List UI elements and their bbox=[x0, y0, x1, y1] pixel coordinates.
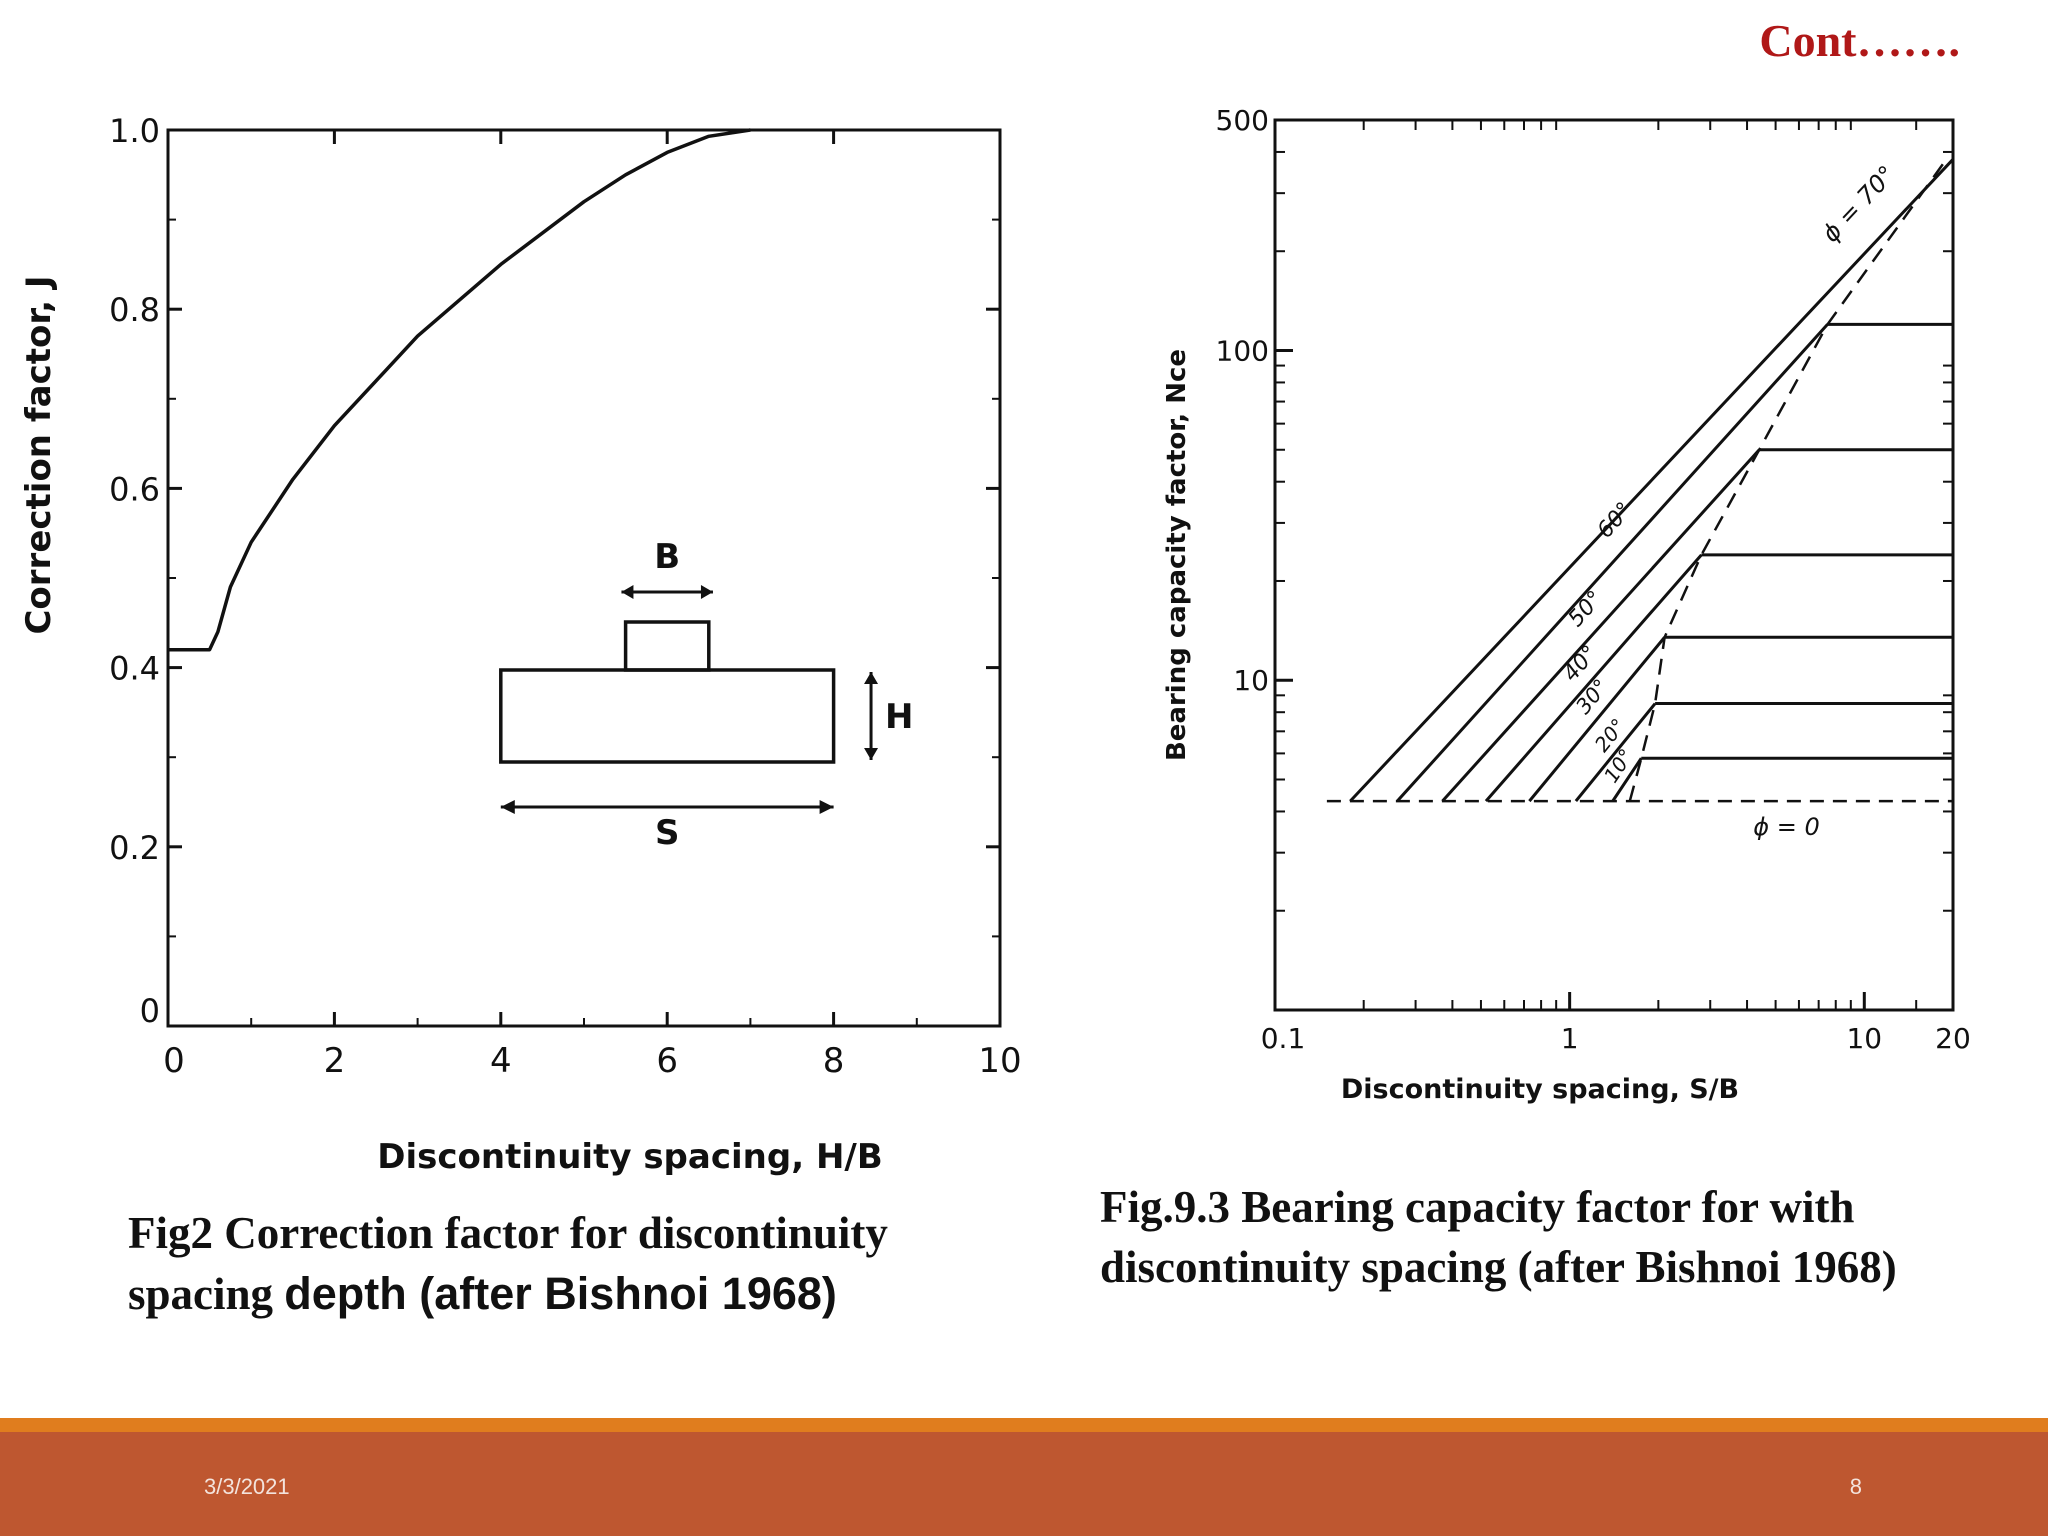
chart2-x-tick-label: 20 bbox=[1935, 1022, 1971, 1055]
fig2-caption-line1: Fig2 Correction factor for discontinuity bbox=[128, 1208, 888, 1258]
fig93-caption: Fig.9.3 Bearing capacity factor for with… bbox=[1100, 1178, 1897, 1298]
chart1-x-tick-label: 10 bbox=[978, 1041, 1021, 1081]
chart1-plot-frame bbox=[166, 128, 1002, 1028]
chart2-xlabel: Discontinuity spacing, S/B bbox=[1341, 1074, 1739, 1105]
chart2-series-line bbox=[1349, 158, 1955, 803]
chart1-y-tick-label: 0.8 bbox=[109, 291, 160, 329]
chart2-x-tick-label: 10 bbox=[1846, 1022, 1882, 1055]
footer-page-number: 8 bbox=[1849, 1474, 1862, 1499]
chart2-series-label: ϕ = 0 bbox=[1753, 813, 1819, 841]
fig93-caption-line2: discontinuity spacing (after Bishnoi 196… bbox=[1100, 1241, 1897, 1292]
chart2-x-tick-label: 1 bbox=[1561, 1022, 1579, 1055]
chart1-y-tick-label: 0.4 bbox=[109, 650, 160, 688]
chart1-x-tick-label: 0 bbox=[163, 1041, 185, 1081]
bearing-capacity-chart: Bearing capacity factor, Nce Discontinui… bbox=[1162, 104, 1971, 1105]
fig2-caption-line2-serif: spacing bbox=[128, 1268, 285, 1319]
chart2-series-line bbox=[1528, 636, 1666, 803]
chart1-x-tick-label: 2 bbox=[324, 1041, 346, 1081]
chart2-ylabel: Bearing capacity factor, Nce bbox=[1162, 349, 1192, 761]
chart1-x-tick-label: 8 bbox=[823, 1041, 845, 1081]
chart2-series-line bbox=[1574, 702, 1657, 803]
chart1-x-tick-label: 6 bbox=[656, 1041, 678, 1081]
chart1-xlabel: Discontinuity spacing, H/B bbox=[377, 1137, 882, 1177]
chart2-y-tick-label: 10 bbox=[1233, 664, 1269, 697]
chart2-plot-frame bbox=[1273, 118, 1955, 1012]
chart2-series-line bbox=[1611, 757, 1643, 802]
chart1-y-tick-label: 1.0 bbox=[109, 112, 160, 150]
chart2-series-line bbox=[1396, 323, 1829, 803]
chart1-y-tick-label: 0.6 bbox=[109, 470, 160, 508]
cont-label: Cont……. bbox=[1759, 15, 1960, 66]
inset-footing bbox=[623, 620, 711, 672]
chart1-y-tick-label: 0.2 bbox=[109, 829, 160, 867]
chart2-dashed-envelope bbox=[1628, 158, 1948, 802]
chart2-x-tick-label: 0.1 bbox=[1261, 1022, 1306, 1055]
fig93-caption-line1: Fig.9.3 Bearing capacity factor for with bbox=[1100, 1182, 1855, 1232]
inset-b-label: B bbox=[654, 537, 680, 577]
chart1-curve bbox=[168, 128, 751, 652]
inset-s-label: S bbox=[655, 813, 680, 853]
correction-factor-chart: Correction factor, J Discontinuity spaci… bbox=[19, 112, 1022, 1177]
footer-accent-line bbox=[0, 1418, 2048, 1432]
fig2-caption: Fig2 Correction factor for discontinuity… bbox=[128, 1204, 888, 1325]
chart2-series-label: ϕ = 70° bbox=[1817, 160, 1902, 248]
fig2-caption-line2: spacing depth (after Bishnoi 1968) bbox=[128, 1264, 888, 1325]
inset-rock-block bbox=[499, 668, 836, 764]
chart1-ylabel: Correction factor, J bbox=[19, 275, 59, 634]
chart2-y-tick-label: 100 bbox=[1216, 334, 1269, 367]
chart2-series-line bbox=[1484, 553, 1703, 803]
footer-date: 3/3/2021 bbox=[204, 1474, 290, 1499]
fig2-caption-line2-sans: depth (after Bishnoi 1968) bbox=[284, 1267, 837, 1319]
footer-bar bbox=[0, 1432, 2048, 1536]
chart1-x-tick-label: 4 bbox=[490, 1041, 512, 1081]
chart2-y-tick-label: 500 bbox=[1216, 104, 1269, 137]
chart2-series-line bbox=[1441, 448, 1761, 803]
chart1-y-tick-label: 0 bbox=[140, 992, 160, 1030]
inset-h-label: H bbox=[885, 697, 913, 737]
